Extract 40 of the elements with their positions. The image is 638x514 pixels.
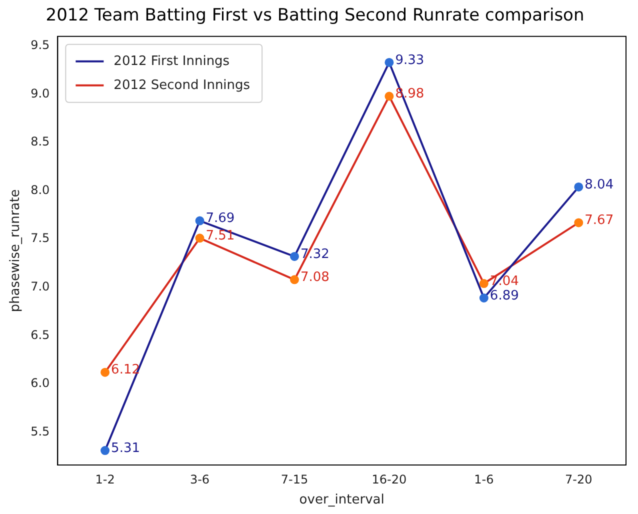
point (384, 92, 394, 101)
y-tick-label: 9.5 (30, 38, 50, 52)
point (574, 182, 584, 192)
y-tick-label: 6.5 (30, 328, 50, 342)
y-tick-label: 8.0 (30, 182, 50, 197)
point (290, 252, 299, 261)
x-tick-label: 7-15 (280, 472, 308, 486)
point (195, 216, 204, 226)
data-label: 7.69 (206, 211, 235, 226)
x-tick-label: 7-20 (565, 472, 592, 486)
y-tick-label: 5.5 (30, 424, 50, 438)
data-label: 7.51 (206, 228, 235, 244)
y-axis-title: phasewise_runrate (8, 189, 24, 312)
x-axis-title: over_interval (299, 492, 384, 508)
data-label: 7.08 (300, 270, 330, 286)
point (384, 58, 394, 67)
y-tick-label: 8.5 (30, 134, 50, 149)
chart-title: 2012 Team Batting First vs Batting Second Runrate comparison (46, 6, 584, 26)
point (479, 294, 488, 302)
data-label: 6.89 (490, 288, 519, 304)
x-tick-label: 3-6 (190, 472, 210, 486)
data-label: 9.33 (395, 52, 424, 68)
point (574, 218, 584, 228)
point (100, 368, 110, 377)
y-tick-label: 7.5 (30, 231, 50, 246)
point (100, 446, 110, 456)
x-tick-label: 1-2 (95, 472, 115, 486)
legend-label: 2012 Second Innings (114, 78, 250, 93)
legend-label: 2012 First Innings (114, 54, 230, 69)
data-label: 5.31 (111, 440, 140, 456)
y-tick-label: 6.0 (30, 376, 50, 390)
y-tick-label: 9.0 (30, 86, 50, 100)
point (290, 275, 299, 284)
data-label: 8.04 (584, 177, 614, 192)
x-tick-label: 1-6 (474, 472, 494, 486)
point (195, 234, 204, 243)
x-tick-label: 16-20 (372, 472, 407, 486)
point (479, 279, 488, 288)
y-tick-label: 7.0 (30, 280, 50, 294)
data-label: 7.67 (584, 213, 614, 228)
